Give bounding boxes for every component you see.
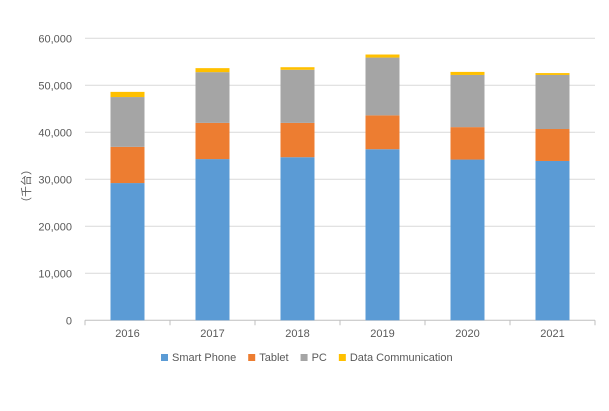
y-tick-label: 50,000 (38, 80, 72, 92)
bar-pc-2020 (450, 74, 485, 128)
bar-data-communication-2021 (535, 73, 570, 75)
bar-pc-2019 (365, 57, 400, 116)
y-tick-label: 10,000 (38, 268, 72, 280)
legend-swatch-pc (300, 354, 308, 361)
bar-data-communication-2020 (450, 71, 485, 75)
x-tick-label: 2021 (540, 328, 564, 340)
bar-tablet-2020 (450, 127, 485, 160)
y-tick-label: 30,000 (38, 174, 72, 186)
bar-tablet-2018 (280, 122, 315, 158)
bar-smart-phone-2019 (365, 149, 400, 321)
bar-tablet-2017 (195, 122, 230, 160)
x-tick-label: 2020 (455, 328, 479, 340)
x-tick-label: 2019 (370, 328, 394, 340)
bar-smart-phone-2021 (535, 160, 570, 321)
bar-smart-phone-2020 (450, 159, 485, 321)
bar-pc-2016 (110, 97, 145, 147)
x-tick-label: 2018 (285, 328, 309, 340)
bar-data-communication-2018 (280, 67, 315, 70)
x-tick-label: 2016 (115, 328, 139, 340)
bar-tablet-2019 (365, 115, 400, 150)
legend-swatch-smart-phone (161, 354, 168, 361)
y-tick-label: 20,000 (38, 221, 72, 233)
bar-tablet-2021 (535, 129, 570, 161)
bar-pc-2018 (280, 69, 315, 123)
bar-pc-2021 (535, 74, 570, 130)
legend-swatch-tablet (248, 354, 256, 361)
legend-swatch-data-communication (338, 354, 346, 361)
legend-label: PC (312, 352, 327, 364)
y-axis-label: （千台） (21, 164, 33, 208)
legend-label: Data Communication (350, 352, 453, 364)
y-tick-label: 40,000 (38, 127, 72, 139)
bar-smart-phone-2016 (110, 183, 145, 321)
bar-smart-phone-2017 (195, 159, 230, 321)
bar-pc-2017 (195, 72, 230, 123)
y-tick-label: 0 (66, 315, 72, 327)
bar-data-communication-2017 (195, 68, 230, 73)
legend-label: Smart Phone (172, 352, 236, 364)
x-tick-label: 2017 (200, 328, 224, 340)
bar-data-communication-2019 (365, 54, 400, 58)
bar-tablet-2016 (110, 146, 145, 184)
bar-data-communication-2016 (110, 91, 145, 98)
y-tick-label: 60,000 (38, 33, 72, 45)
legend-label: Tablet (259, 352, 288, 364)
bar-smart-phone-2018 (280, 157, 315, 321)
